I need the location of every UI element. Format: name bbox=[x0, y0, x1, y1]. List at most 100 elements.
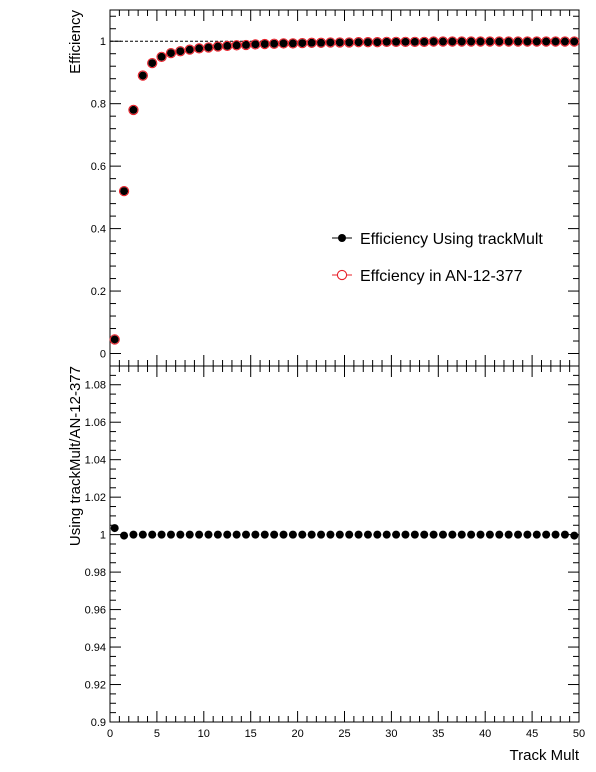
top-point-trackmult bbox=[232, 41, 241, 50]
bottom-point-ratio bbox=[354, 530, 363, 539]
top-point-trackmult bbox=[532, 37, 541, 46]
bottom-point-ratio bbox=[514, 530, 523, 539]
bottom-point-ratio bbox=[166, 530, 175, 539]
top-point-trackmult bbox=[185, 45, 194, 54]
top-point-trackmult bbox=[392, 37, 401, 46]
bottom-point-ratio bbox=[410, 530, 419, 539]
top-point-trackmult bbox=[335, 38, 344, 47]
bottom-point-ratio bbox=[392, 530, 401, 539]
top-point-trackmult bbox=[514, 37, 523, 46]
legend-label: Efficiency Using trackMult bbox=[360, 231, 543, 248]
top-point-trackmult bbox=[504, 37, 513, 46]
top-point-trackmult bbox=[448, 37, 457, 46]
bottom-point-ratio bbox=[251, 530, 260, 539]
bottom-point-ratio bbox=[232, 530, 241, 539]
top-point-trackmult bbox=[476, 37, 485, 46]
bottom-point-ratio bbox=[532, 530, 541, 539]
top-point-an12377 bbox=[569, 36, 580, 47]
top-point-trackmult bbox=[495, 37, 504, 46]
bottom-point-ratio bbox=[242, 530, 251, 539]
top-point-trackmult bbox=[120, 187, 129, 196]
bottom-point-ratio bbox=[270, 530, 279, 539]
bottom-axis-ticks: 0 5 10 15 20 25 30 35 40 45 50 0.9 0.92 0.94 0.96 0.98 1… bbox=[85, 365, 585, 740]
x-tick-label: 30 bbox=[385, 728, 397, 740]
bottom-y-tick-label: 1.02 bbox=[85, 492, 106, 504]
x-tick-label: 5 bbox=[154, 728, 160, 740]
top-y-axis-title: Efficiency bbox=[67, 10, 84, 74]
top-y-tick-label: 1 bbox=[100, 36, 106, 48]
bottom-y-tick-label: 1.08 bbox=[85, 380, 106, 392]
top-point-trackmult bbox=[242, 40, 251, 49]
top-point-trackmult bbox=[457, 37, 466, 46]
bottom-point-ratio bbox=[429, 530, 438, 539]
top-point-trackmult bbox=[270, 39, 279, 48]
bottom-point-ratio bbox=[129, 530, 138, 539]
bottom-point-ratio bbox=[110, 524, 119, 533]
bottom-point-ratio bbox=[382, 530, 391, 539]
top-point-trackmult bbox=[345, 38, 354, 47]
top-y-tick-label: 0.2 bbox=[91, 286, 106, 298]
bottom-point-ratio bbox=[467, 530, 476, 539]
top-point-an12377 bbox=[109, 334, 120, 345]
bottom-y-axis-title: Using trackMult/AN-12-377 bbox=[67, 366, 84, 546]
bottom-point-ratio bbox=[176, 530, 185, 539]
top-point-trackmult bbox=[223, 41, 232, 50]
legend-marker-trackmult bbox=[338, 234, 346, 242]
x-tick-label: 35 bbox=[432, 728, 444, 740]
bottom-point-ratio bbox=[204, 530, 213, 539]
bottom-y-tick-label: 0.98 bbox=[85, 567, 106, 579]
bottom-y-tick-label: 1.06 bbox=[85, 417, 106, 429]
top-point-trackmult bbox=[279, 39, 288, 48]
bottom-point-ratio bbox=[485, 530, 494, 539]
top-data-points bbox=[109, 36, 580, 345]
bottom-point-ratio bbox=[457, 530, 466, 539]
bottom-point-ratio bbox=[157, 530, 166, 539]
bottom-point-ratio bbox=[504, 530, 513, 539]
bottom-point-ratio bbox=[213, 530, 222, 539]
top-point-trackmult bbox=[110, 335, 119, 344]
top-point-an12377 bbox=[118, 185, 130, 197]
top-point-trackmult bbox=[363, 38, 372, 47]
legend: Efficiency Using trackMult Effciency in A… bbox=[332, 231, 543, 285]
top-point-trackmult bbox=[148, 59, 157, 68]
bottom-point-ratio bbox=[279, 530, 288, 539]
x-tick-label: 10 bbox=[198, 728, 210, 740]
bottom-point-ratio bbox=[298, 530, 307, 539]
bottom-point-ratio bbox=[326, 530, 335, 539]
bottom-point-ratio bbox=[223, 530, 232, 539]
bottom-y-tick-label: 0.9 bbox=[91, 717, 106, 729]
top-y-tick-label: 0.4 bbox=[91, 224, 106, 236]
x-tick-label: 50 bbox=[573, 728, 585, 740]
top-point-trackmult bbox=[467, 37, 476, 46]
bottom-point-ratio bbox=[195, 530, 204, 539]
bottom-point-ratio bbox=[363, 530, 372, 539]
top-point-trackmult bbox=[420, 37, 429, 46]
bottom-point-ratio bbox=[307, 530, 316, 539]
x-tick-label: 40 bbox=[479, 728, 491, 740]
bottom-point-ratio bbox=[260, 530, 269, 539]
bottom-point-ratio bbox=[345, 530, 354, 539]
bottom-point-ratio bbox=[523, 530, 532, 539]
top-point-trackmult bbox=[523, 37, 532, 46]
top-point-trackmult bbox=[260, 40, 269, 49]
top-point-trackmult bbox=[551, 37, 560, 46]
bottom-point-ratio bbox=[420, 530, 429, 539]
bottom-point-ratio bbox=[438, 530, 447, 539]
top-point-trackmult bbox=[429, 37, 438, 46]
top-point-trackmult bbox=[204, 43, 213, 52]
bottom-point-ratio bbox=[551, 530, 560, 539]
top-point-trackmult bbox=[129, 105, 138, 114]
top-point-trackmult bbox=[195, 44, 204, 53]
top-point-an12377 bbox=[147, 57, 158, 69]
bottom-point-ratio bbox=[476, 530, 485, 539]
top-point-an12377 bbox=[156, 51, 167, 62]
bottom-point-ratio bbox=[185, 530, 194, 539]
top-point-an12377 bbox=[128, 104, 139, 116]
bottom-point-ratio bbox=[138, 530, 147, 539]
bottom-point-ratio bbox=[401, 530, 410, 539]
bottom-point-ratio bbox=[570, 531, 579, 540]
top-point-trackmult bbox=[401, 37, 410, 46]
bottom-y-tick-label: 0.92 bbox=[85, 680, 106, 692]
bottom-point-ratio bbox=[317, 530, 326, 539]
